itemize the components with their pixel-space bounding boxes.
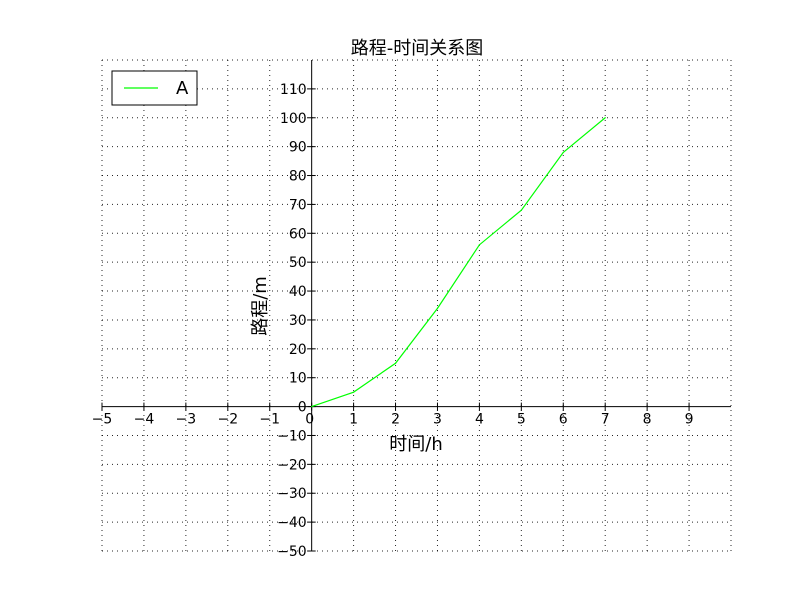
data-point <box>604 117 606 119</box>
data-point <box>520 209 522 211</box>
x-tick-label: −5 <box>92 412 113 428</box>
grid <box>101 59 732 552</box>
y-tick-label: 0 <box>298 400 307 416</box>
series-line-A <box>311 117 606 408</box>
data-point <box>353 391 355 393</box>
y-tick-label: 60 <box>289 226 307 242</box>
series-lines <box>311 117 606 408</box>
data-point <box>436 307 439 309</box>
ticks: −5 −4 −3 −2 −1 0 1 2 3 4 5 6 7 8 9−50−40−30−20−1001020… <box>92 82 694 560</box>
x-tick-label: 8 <box>643 412 652 428</box>
x-tick-label: −3 <box>176 412 197 428</box>
x-tick-label: 3 <box>433 412 442 428</box>
data-point <box>394 362 397 364</box>
y-tick-label: 80 <box>289 169 307 185</box>
data-point <box>562 151 564 154</box>
x-tick-label: −4 <box>134 412 155 428</box>
legend: A <box>111 70 198 106</box>
y-tick-label: 110 <box>280 82 307 98</box>
y-tick-label: −40 <box>277 515 307 531</box>
y-tick-label: −20 <box>277 457 307 473</box>
x-tick-label: 6 <box>559 412 568 428</box>
y-tick-label: −10 <box>277 428 307 444</box>
axes <box>102 60 731 551</box>
y-tick-label: 20 <box>289 342 307 358</box>
y-tick-label: −30 <box>277 486 307 502</box>
data-point <box>478 244 480 246</box>
legend-label-A: A <box>176 78 189 99</box>
y-tick-label: 10 <box>289 371 307 387</box>
y-tick-label: 100 <box>280 111 307 127</box>
x-tick-label: 4 <box>475 412 484 428</box>
x-tick-label: −2 <box>217 412 238 428</box>
y-tick-label: 40 <box>289 284 307 300</box>
x-tick-label: 1 <box>349 412 358 428</box>
x-axis-title: 时间/h <box>389 434 442 455</box>
y-tick-label: 90 <box>289 140 307 156</box>
data-point <box>311 405 313 408</box>
y-tick-label: 70 <box>289 197 307 213</box>
y-tick-label: −50 <box>277 544 307 560</box>
x-tick-label: 5 <box>517 412 526 428</box>
y-axis-title: 路程/m <box>250 276 271 336</box>
x-tick-label: 2 <box>391 412 400 428</box>
y-tick-label: 50 <box>289 255 307 271</box>
x-tick-label: 7 <box>601 412 610 428</box>
chart-title: 路程-时间关系图 <box>351 38 484 59</box>
x-tick-label: 0 <box>305 412 314 428</box>
x-tick-label: 9 <box>685 412 694 428</box>
y-tick-label: 30 <box>289 313 307 329</box>
x-tick-label: −1 <box>259 412 280 428</box>
